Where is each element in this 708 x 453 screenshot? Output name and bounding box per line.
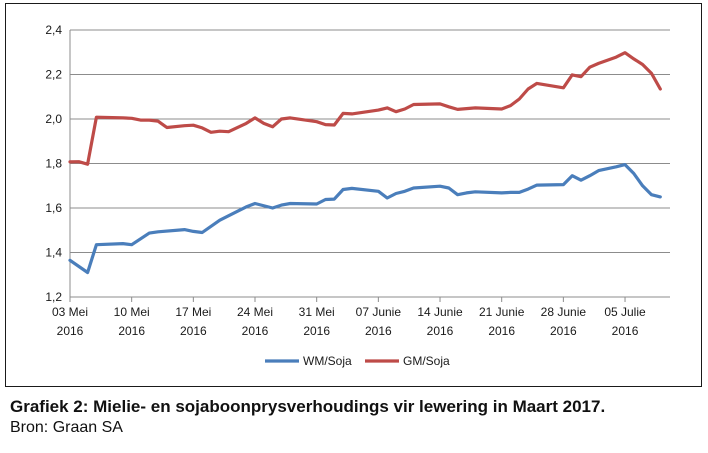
series-line-wm-soja	[68, 163, 662, 275]
caption-source: Bron: Graan SA	[10, 419, 123, 436]
gridlines	[70, 29, 670, 253]
x-tick-label: 05 Julie	[604, 305, 646, 319]
x-tick-label-year: 2016	[303, 324, 330, 338]
y-tick-label: 1,8	[45, 157, 62, 171]
x-tick-label-year: 2016	[180, 324, 207, 338]
x-tick-label-year: 2016	[550, 324, 577, 338]
x-tick-label: 24 Mei	[237, 305, 273, 319]
y-tick-label: 1,4	[45, 246, 62, 260]
x-tick-label-year: 2016	[612, 324, 639, 338]
x-tick-label-year: 2016	[365, 324, 392, 338]
x-tick-label: 10 Mei	[114, 305, 150, 319]
caption: Grafiek 2: Mielie- en sojaboonprysverhou…	[10, 396, 700, 439]
x-tick-label-year: 2016	[242, 324, 269, 338]
y-tick-label: 1,2	[45, 290, 62, 304]
x-tick-label-year: 2016	[118, 324, 145, 338]
x-tick-labels: 03 Mei 2016 10 Mei 2016 17 Mei 2016 24 Mei 2016…	[52, 305, 646, 338]
x-tick-label-year: 2016	[57, 324, 84, 338]
x-tick-label: 17 Mei	[175, 305, 211, 319]
y-tick-labels: 1,2 1,4 1,6 1,8 2,0 2,2 2,4	[45, 23, 62, 304]
x-tick-label: 28 Junie	[541, 305, 587, 319]
y-tick-label: 2,4	[45, 23, 62, 37]
chart-frame: 1,2 1,4 1,6 1,8 2,0 2,2 2,4 03 Mei 2016 10 Mei 20…	[5, 3, 702, 387]
series-lines	[68, 51, 662, 275]
x-tick-label-year: 2016	[488, 324, 515, 338]
x-tick-label: 03 Mei	[52, 305, 88, 319]
x-tick-label: 31 Mei	[299, 305, 335, 319]
x-tick-label-year: 2016	[427, 324, 454, 338]
x-tick-label: 07 Junie	[356, 305, 402, 319]
series-line-gm-soja	[68, 51, 662, 166]
axes	[69, 30, 670, 302]
y-tick-label: 1,6	[45, 201, 62, 215]
y-tick-label: 2,2	[45, 68, 62, 82]
legend: WM/Soja GM/Soja	[265, 354, 450, 368]
caption-title: Grafiek 2: Mielie- en sojaboonprysverhou…	[10, 397, 606, 416]
line-chart: 1,2 1,4 1,6 1,8 2,0 2,2 2,4 03 Mei 2016 10 Mei 20…	[45, 23, 670, 368]
x-tick-label: 14 Junie	[417, 305, 463, 319]
x-tick-label: 21 Junie	[479, 305, 525, 319]
legend-label: WM/Soja	[303, 354, 352, 368]
legend-label: GM/Soja	[403, 354, 450, 368]
y-tick-label: 2,0	[45, 112, 62, 126]
